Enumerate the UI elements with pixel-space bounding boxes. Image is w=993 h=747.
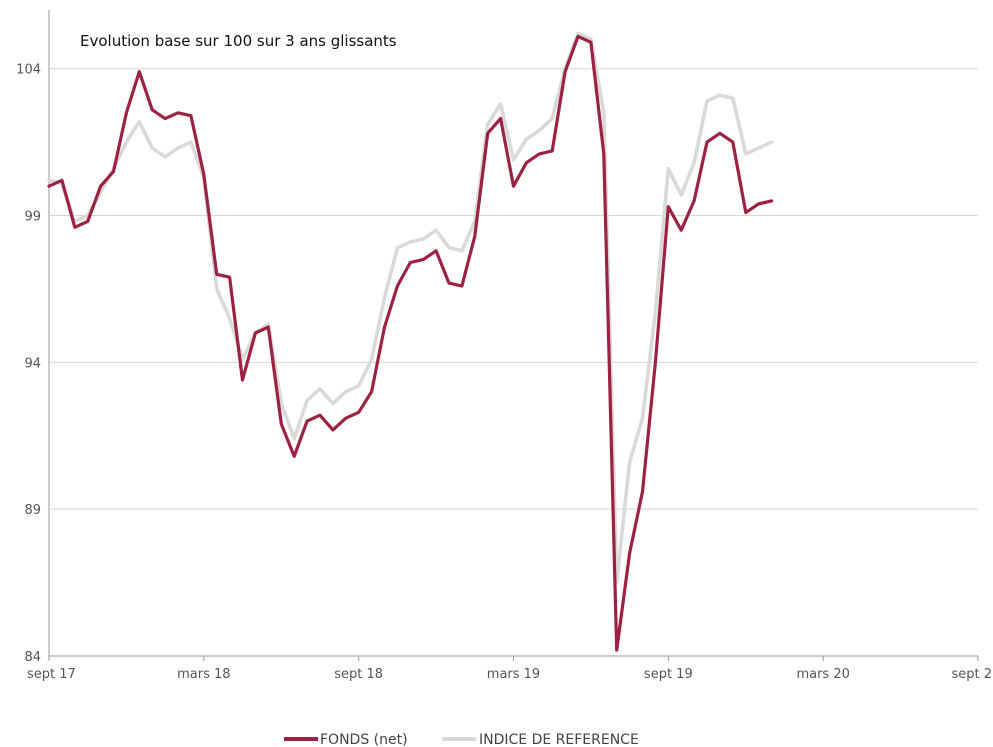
x-tick-label: mars 19 bbox=[487, 667, 540, 682]
y-tick-label: 84 bbox=[24, 650, 41, 665]
x-tick-label: sept 18 bbox=[334, 667, 383, 682]
grid-lines bbox=[48, 10, 978, 656]
y-tick-label: 94 bbox=[24, 356, 41, 371]
x-tick-label: sept 2 bbox=[951, 667, 992, 682]
y-axis-ticks: 84 89 94 99 104 bbox=[16, 63, 41, 665]
y-tick-label: 104 bbox=[16, 63, 41, 78]
x-tick-label: mars 20 bbox=[796, 667, 849, 682]
x-tick-label: sept 17 bbox=[27, 667, 76, 682]
y-tick-label: 89 bbox=[24, 503, 41, 518]
x-axis bbox=[48, 655, 979, 661]
series-line-fonds bbox=[47, 34, 774, 652]
x-tick-label: mars 18 bbox=[177, 667, 230, 682]
x-axis-ticks: sept 17 mars 18 sept 18 mars 19 sept 19 mars … bbox=[27, 667, 992, 682]
series-lines bbox=[47, 31, 774, 652]
x-tick-label: sept 19 bbox=[644, 667, 693, 682]
chart-title: Evolution base sur 100 sur 3 ans glissan… bbox=[80, 32, 397, 50]
series-line-indice bbox=[47, 31, 774, 585]
legend: FONDS (net) INDICE DE REFERENCE bbox=[284, 732, 639, 747]
y-tick-label: 99 bbox=[24, 210, 41, 225]
legend-label-fonds: FONDS (net) bbox=[320, 732, 408, 747]
legend-label-indice: INDICE DE REFERENCE bbox=[479, 732, 639, 747]
